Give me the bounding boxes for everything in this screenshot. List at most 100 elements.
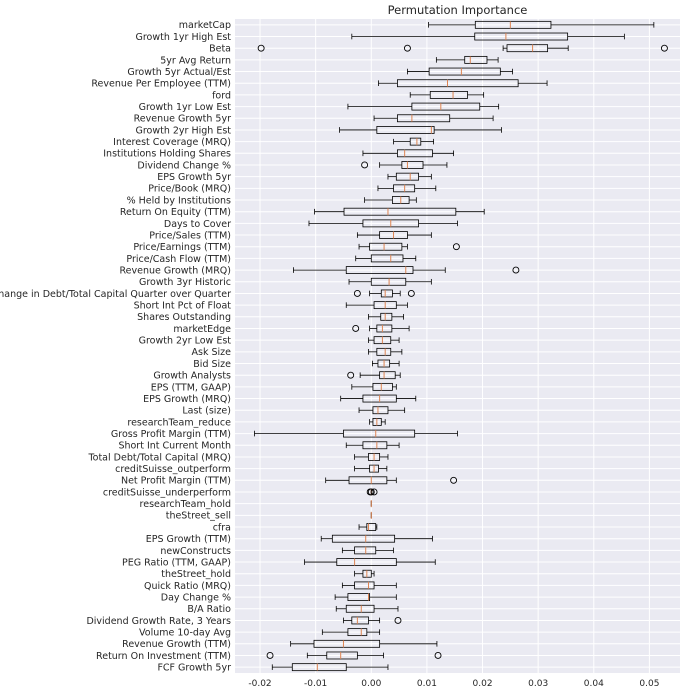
plot-area — [235, 19, 680, 673]
feature-label: EPS (TTM, GAAP) — [151, 382, 231, 393]
iqr-box — [474, 32, 569, 41]
feature-label: Price/Earnings (TTM) — [133, 242, 231, 253]
outlier-point — [353, 289, 361, 297]
box-dividend-change — [361, 161, 448, 169]
box-interest-coverage-mrq — [393, 137, 434, 146]
feature-label: Dividend Change % — [137, 160, 231, 171]
feature-label: Gross Profit Margin (TTM) — [111, 429, 231, 440]
x-tick-label: 0.00 — [361, 679, 381, 689]
iqr-box — [331, 534, 396, 543]
feature-label: Short Int Pct of Float — [134, 301, 232, 312]
feature-label: Institutions Holding Shares — [103, 149, 231, 160]
iqr-box — [291, 663, 347, 672]
outlier-point — [512, 266, 520, 274]
outlier-point — [361, 161, 369, 169]
feature-label: Total Debt/Total Capital (MRQ) — [87, 452, 231, 463]
feature-label: researchTeam_reduce — [127, 417, 231, 428]
feature-label: PEG Ratio (TTM, GAAP) — [122, 557, 231, 568]
box-eps-growth-ttm — [320, 534, 433, 543]
feature-label: marketCap — [179, 20, 231, 31]
box-eps-growth-mrq — [340, 394, 417, 403]
box-short-int-current-month — [345, 441, 400, 450]
feature-label: FCF Growth 5yr — [157, 663, 231, 674]
feature-label: Short Int Current Month — [118, 441, 231, 452]
box-thestreet-hold — [354, 569, 375, 578]
outlier-point — [370, 488, 378, 496]
box-growth-5yr-actual-est — [407, 67, 513, 76]
feature-label: Growth 3yr Historic — [139, 277, 231, 288]
x-tick-label: 0.02 — [473, 679, 493, 689]
iqr-box — [347, 628, 368, 637]
outlier-point — [452, 243, 460, 251]
box-revenue-growth-5yr — [373, 114, 494, 123]
iqr-box — [354, 581, 375, 590]
box-fcf-growth-5yr — [271, 663, 389, 672]
box-creditsuisse-outperform — [354, 464, 388, 473]
feature-label: Price/Sales (TTM) — [149, 230, 231, 241]
iqr-box — [362, 441, 388, 450]
feature-label: Quick Ratio (MRQ) — [144, 581, 231, 592]
feature-label: newConstructs — [160, 546, 231, 557]
iqr-box — [372, 406, 389, 415]
iqr-box — [397, 149, 433, 158]
outlier-point — [352, 325, 360, 332]
feature-label: Revenue Growth (MRQ) — [120, 265, 232, 276]
box-total-debt-total-capital-mrq — [354, 453, 389, 461]
feature-label: Price/Book (MRQ) — [148, 184, 231, 195]
box-last-size — [358, 406, 406, 415]
outlier-point — [266, 652, 274, 659]
iqr-box — [380, 312, 393, 321]
outlier-point — [257, 44, 265, 52]
outlier-point — [407, 289, 415, 297]
iqr-box — [429, 91, 468, 99]
iqr-box — [380, 289, 393, 298]
feature-label: Growth 1yr High Est — [135, 32, 231, 43]
feature-label: Day Change % — [161, 592, 231, 603]
box-eps-growth-5yr — [387, 172, 432, 181]
feature-label: Growth 1yr Low Est — [139, 102, 232, 113]
box-peg-ratio-ttm-gaap — [304, 558, 436, 566]
box-net-profit-margin-ttm — [325, 476, 458, 485]
feature-label: Revenue Growth 5yr — [134, 114, 231, 125]
feature-label: Return On Investment (TTM) — [96, 651, 231, 662]
feature-label: Change in Debt/Total Capital Quarter ove… — [0, 289, 231, 300]
box-gross-profit-margin-ttm — [254, 429, 458, 438]
box-marketedge — [352, 324, 410, 333]
box-price-book-mrq — [377, 184, 437, 193]
iqr-box — [369, 242, 403, 251]
grid-lines — [235, 19, 680, 673]
iqr-box — [313, 639, 381, 648]
iqr-box — [348, 476, 388, 485]
chart-title: Permutation Importance — [388, 3, 528, 17]
iqr-box — [372, 382, 393, 391]
feature-label: Volume 10-day Avg — [139, 628, 231, 639]
box-cfra — [358, 523, 378, 531]
iqr-box — [345, 266, 414, 274]
iqr-box — [397, 114, 451, 123]
box-researchteam-reduce — [369, 418, 386, 426]
box-quick-ratio-mrq — [341, 581, 397, 590]
box-growth-3yr-historic — [348, 277, 432, 286]
outlier-point — [347, 371, 355, 379]
feature-label: Interest Coverage (MRQ) — [113, 137, 231, 148]
box-return-on-investment-ttm — [266, 651, 442, 660]
box-growth-1yr-high-est — [351, 32, 625, 41]
box-growth-2yr-high-est — [339, 126, 502, 134]
box-held-by-institutions — [364, 196, 417, 204]
box-price-earnings-ttm — [358, 242, 460, 251]
outlier-point — [450, 476, 458, 484]
iqr-box — [376, 126, 435, 134]
iqr-box — [506, 44, 549, 53]
iqr-box — [354, 546, 377, 555]
iqr-box — [343, 429, 416, 438]
feature-label: Growth 2yr High Est — [135, 125, 231, 136]
feature-label: B/A Ratio — [187, 604, 231, 615]
x-tick-label: 0.05 — [639, 679, 659, 689]
iqr-box — [409, 137, 422, 146]
box-growth-1yr-low-est — [347, 102, 500, 111]
box-dividend-growth-rate-3-years — [343, 616, 402, 625]
feature-label: 5yr Avg Return — [160, 55, 231, 66]
feature-label: cfra — [213, 522, 231, 533]
